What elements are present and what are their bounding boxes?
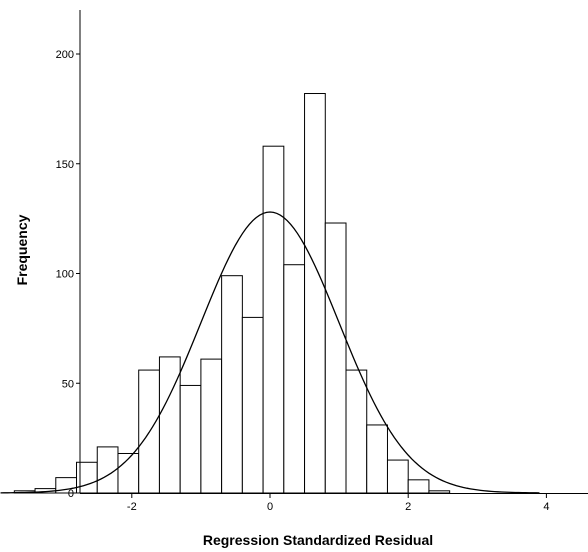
histogram-bar: [262, 145, 285, 494]
histogram-bar: [283, 264, 306, 494]
y-tick-label: 0: [68, 488, 74, 500]
x-tick-label: 0: [267, 501, 273, 513]
histogram-bar: [366, 424, 388, 494]
histogram-bar: [407, 479, 430, 494]
y-axis-ticks: 0 50 100 150 200: [56, 49, 80, 500]
axes: [79, 10, 588, 494]
histogram-bar: [304, 93, 326, 494]
normal-curve: [0, 211, 540, 494]
x-axis-ticks: -4-202468: [127, 493, 549, 513]
histogram-bar: [179, 384, 202, 494]
y-tick-label: 150: [56, 159, 74, 171]
y-tick-label: 50: [62, 378, 74, 390]
y-axis-title: Frequency: [14, 214, 30, 285]
x-axis-title: Regression Standardized Residual: [203, 532, 433, 548]
histogram-bar: [345, 369, 368, 494]
x-tick-label: -2: [127, 501, 137, 513]
y-tick-label: 200: [56, 49, 74, 61]
histogram-bar: [158, 356, 181, 494]
histogram-bar: [428, 490, 451, 494]
y-tick-label: 100: [56, 269, 74, 281]
histogram-bar: [221, 275, 243, 494]
histogram-bar: [386, 459, 409, 494]
x-tick-label: 4: [543, 501, 549, 513]
histogram-bar: [241, 316, 264, 494]
histogram-bar: [200, 358, 223, 494]
histogram-bar: [324, 222, 347, 494]
histogram-bars: [13, 93, 451, 494]
x-tick-label: 2: [405, 501, 411, 513]
